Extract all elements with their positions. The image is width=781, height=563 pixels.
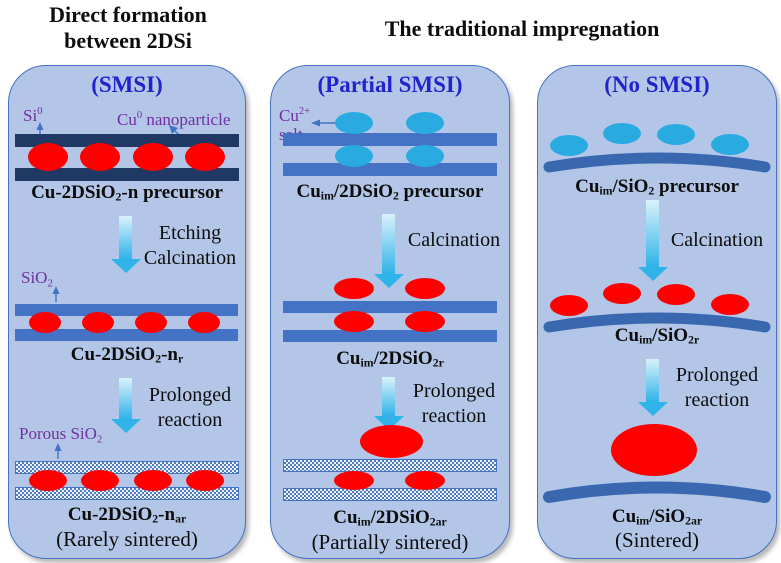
sio2-pointer-arrow-icon <box>52 286 60 302</box>
cu-salt-particle <box>711 134 749 155</box>
porous-silica-sheet <box>15 487 239 500</box>
structure-precursor <box>15 134 239 181</box>
silica-sheet <box>283 330 497 342</box>
porous-silica-sheet <box>283 459 497 472</box>
label-cu0-nanoparticle: Cu0 nanoparticle <box>117 109 231 129</box>
cu-particle <box>186 470 224 491</box>
silica-support-arc <box>543 312 771 333</box>
structure-aged <box>542 423 772 505</box>
panel-partial-smsi-title: (Partial SMSI) <box>317 72 463 97</box>
panel-smsi-title: (SMSI) <box>91 72 163 97</box>
silica-support-arc <box>543 481 771 503</box>
cu-particle <box>405 311 445 332</box>
cu-particle <box>29 312 61 333</box>
cu-particle <box>334 278 374 299</box>
stage-label: Cuim/2DSiO2 precursor <box>296 181 484 203</box>
cu-particle <box>134 470 172 491</box>
stage-label: Cuim/SiO2ar <box>611 506 703 528</box>
cu-particle <box>711 294 749 315</box>
sintering-note: (Sintered) <box>615 528 699 552</box>
cu-particle <box>135 312 167 333</box>
cu-particle <box>657 284 695 305</box>
structure-reduced <box>542 280 772 335</box>
cu-salt-particle <box>657 124 695 145</box>
cu-salt-particle <box>335 145 373 167</box>
header-direct-formation: Direct formation between 2DSi <box>8 2 248 54</box>
cu-particle <box>405 471 445 490</box>
sintering-note: (Rarely sintered) <box>56 527 198 551</box>
header-line2: between 2DSi <box>64 28 192 53</box>
stage-label: Cu-2DSiO2-n precursor <box>31 182 223 204</box>
silica-sheet <box>15 329 238 341</box>
structure-reduced <box>15 304 238 341</box>
panel-partial-smsi: (Partial SMSI) Cu2+ salt Cuim/2DSiO2 pre… <box>270 65 510 559</box>
sintered-cu-particle <box>360 425 423 458</box>
panel-smsi: (SMSI) Si0 Cu0 nanoparticle Cu-2DSiO2-n … <box>8 65 246 559</box>
cu-particle <box>28 143 68 171</box>
stage-label: Cu-2DSiO2-nar <box>67 504 187 526</box>
cu-particle <box>81 470 119 491</box>
cu-particle <box>188 312 220 333</box>
flow-step-label: Calcination <box>407 229 501 251</box>
silica-sheet <box>15 304 238 316</box>
silica-sheet <box>15 168 239 181</box>
stage-label: Cuim/2DSiO2ar <box>333 507 447 529</box>
stage-label: Cuim/2DSiO2r <box>336 348 444 370</box>
silica-sheet <box>283 163 497 176</box>
panel-no-smsi-title: (No SMSI) <box>604 72 710 97</box>
cu-particle <box>603 283 641 304</box>
structure-precursor <box>283 111 497 176</box>
cu-particle <box>550 295 588 316</box>
stage-label: Cuim/SiO2r <box>614 325 700 347</box>
flow-step-label: Prolonged reaction <box>148 384 232 431</box>
header-line1: Direct formation <box>49 2 207 27</box>
cu-particle <box>82 312 114 333</box>
stage-label: Cu-2DSiO2-nr <box>70 344 184 366</box>
porous-silica-sheet <box>283 488 497 501</box>
sintering-note: (Partially sintered) <box>311 530 469 554</box>
structure-precursor <box>542 121 772 176</box>
flow-step-label: Calcination <box>670 229 764 251</box>
structure-aged <box>15 461 239 500</box>
cu-salt-particle <box>603 123 641 144</box>
stage-label: Cuim/SiO2 precursor <box>575 176 739 198</box>
structure-reduced <box>283 278 497 342</box>
silica-sheet <box>283 133 497 146</box>
panel-no-smsi: (No SMSI) Cuim/SiO2 precursor Calcinatio… <box>537 65 777 559</box>
label-sio2: SiO2 <box>21 268 53 290</box>
cu-particle <box>405 278 445 299</box>
silica-sheet <box>15 134 239 147</box>
cu-salt-particle <box>406 112 444 134</box>
flow-step-label: Etching Calcination <box>143 222 237 269</box>
porous-sio2-pointer-arrow-icon <box>54 443 62 459</box>
label-si0: Si0 <box>23 105 43 125</box>
silica-support-arc <box>543 152 771 173</box>
silica-sheet <box>283 301 497 313</box>
cu-particle <box>334 311 374 332</box>
header-traditional-impregnation: The traditional impregnation <box>384 16 660 41</box>
label-porous-sio2: Porous SiO2 <box>19 424 103 446</box>
sintered-cu-particle <box>611 424 697 476</box>
cu-particle <box>185 143 225 171</box>
cu-particle <box>29 470 67 491</box>
cu-particle <box>80 143 120 171</box>
porous-silica-sheet <box>15 461 239 474</box>
flow-step-label: Prolonged reaction <box>675 364 759 411</box>
cu-particle <box>133 143 173 171</box>
cu-salt-particle <box>406 145 444 167</box>
structure-aged <box>283 425 497 502</box>
cu-salt-particle <box>550 135 588 156</box>
cu-salt-particle <box>335 112 373 134</box>
flow-step-label: Prolonged reaction <box>412 380 496 427</box>
cu-particle <box>334 471 374 490</box>
